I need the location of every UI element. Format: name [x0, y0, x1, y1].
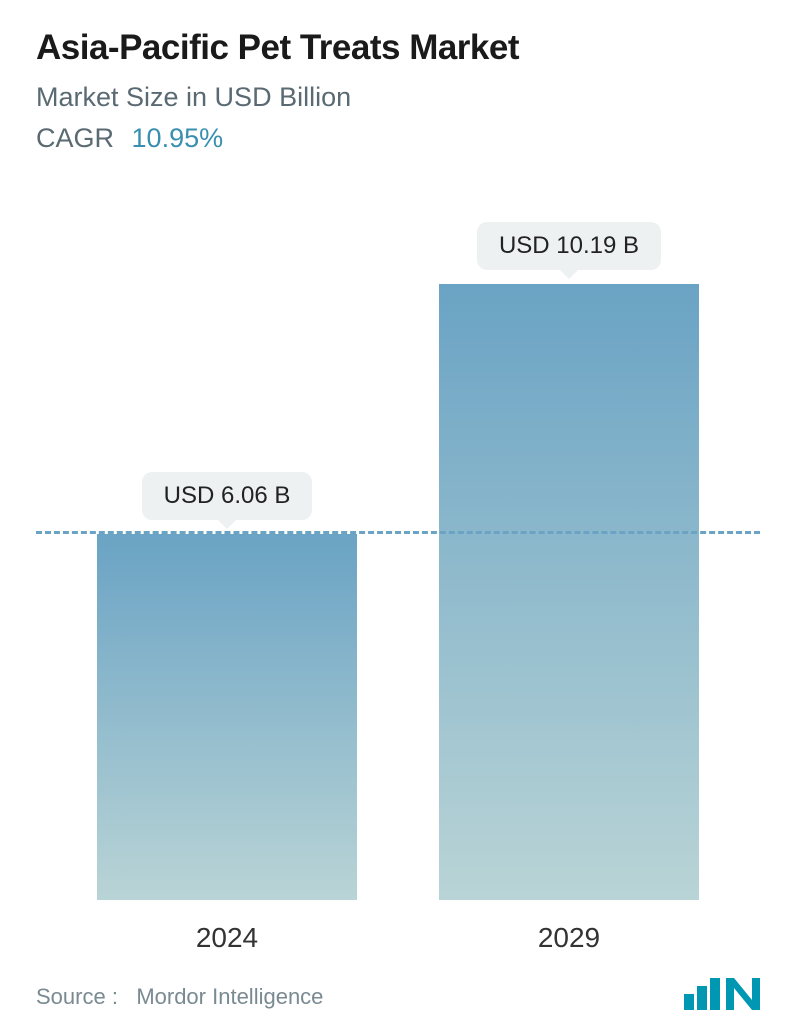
cagr-value: 10.95%: [132, 123, 224, 153]
cagr-label: CAGR: [36, 123, 114, 153]
source-label: Source :: [36, 984, 118, 1009]
brand-logo: [684, 978, 760, 1010]
logo-bar-icon: [684, 994, 694, 1010]
x-axis-label: 2024: [97, 922, 357, 960]
value-pill: USD 10.19 B: [477, 222, 661, 270]
bars-wrap: USD 6.06 B USD 10.19 B: [36, 184, 760, 900]
reference-dashed-line: [36, 531, 760, 534]
source-text: Source : Mordor Intelligence: [36, 984, 323, 1010]
chart-subtitle: Market Size in USD Billion: [36, 82, 760, 113]
x-axis-label: 2029: [439, 922, 699, 960]
bar-group: USD 10.19 B: [439, 222, 699, 900]
bar-group: USD 6.06 B: [97, 472, 357, 900]
logo-bar-icon: [697, 986, 707, 1010]
chart-title: Asia-Pacific Pet Treats Market: [36, 28, 760, 68]
logo-n-icon: [726, 978, 760, 1010]
value-pill: USD 6.06 B: [142, 472, 313, 520]
logo-bar-icon: [710, 978, 720, 1010]
footer: Source : Mordor Intelligence: [36, 978, 760, 1010]
chart-card: Asia-Pacific Pet Treats Market Market Si…: [0, 0, 796, 1034]
bar: [97, 534, 357, 900]
chart-area: USD 6.06 B USD 10.19 B 2024 2029: [36, 184, 760, 960]
cagr-line: CAGR 10.95%: [36, 123, 760, 154]
bar: [439, 284, 699, 900]
x-axis-labels: 2024 2029: [36, 900, 760, 960]
source-value: Mordor Intelligence: [136, 984, 323, 1009]
